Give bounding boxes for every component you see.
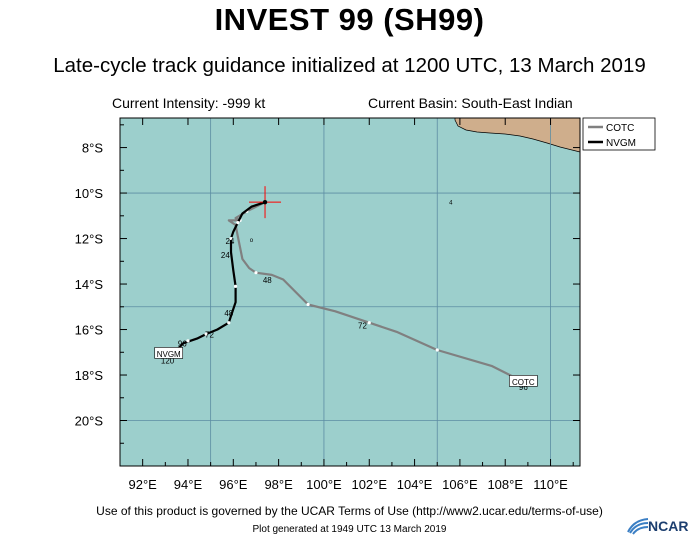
track-end-label: NVGM	[157, 350, 181, 359]
track-nvgm	[171, 201, 267, 356]
track-point	[229, 236, 233, 241]
y-tick-label: 16°S	[75, 323, 104, 338]
ocean-background	[120, 118, 580, 466]
forecast-hour-label: 96	[178, 340, 187, 349]
ncar-logo-icon	[627, 518, 649, 535]
grid-lines	[120, 118, 580, 466]
forecast-hour-label: 48	[263, 276, 272, 285]
x-tick-label: 106°E	[442, 477, 478, 492]
y-tick-label: 20°S	[75, 414, 104, 429]
x-tick-label: 104°E	[397, 477, 433, 492]
forecast-hour-label: 72	[205, 330, 214, 339]
x-tick-label: 92°E	[128, 477, 157, 492]
initial-position-marker	[249, 186, 282, 219]
forecast-hour-label: 120	[161, 357, 175, 366]
forecast-hour-label: 72	[358, 321, 367, 330]
current-intensity: Current Intensity: -999 kt	[112, 95, 266, 111]
forecast-hour-label: 96	[519, 383, 528, 392]
current-basin: Current Basin: South-East Indian	[368, 95, 573, 111]
x-tick-label: 108°E	[487, 477, 523, 492]
page-subtitle: Late-cycle track guidance initialized at…	[53, 54, 646, 77]
forecast-hour-label: 24	[221, 251, 230, 260]
track-point	[227, 321, 231, 325]
marker-center-dot	[262, 199, 268, 205]
map-frame	[119, 117, 581, 467]
java-coast-land	[454, 118, 580, 153]
generated-timestamp: Plot generated at 1949 UTC 13 March 2019	[252, 524, 447, 535]
track-line-nvgm	[171, 201, 267, 356]
y-tick-label: 10°S	[75, 186, 104, 201]
island-label: o	[250, 238, 254, 244]
track-point	[306, 302, 310, 307]
y-tick-label: 14°S	[75, 277, 104, 292]
x-tick-label: 96°E	[219, 477, 248, 492]
track-end-label: COTC	[512, 378, 535, 387]
x-tick-label: 94°E	[174, 477, 203, 492]
track-point	[204, 332, 208, 336]
track-point	[233, 284, 238, 288]
ncar-logo-text: NCAR	[648, 518, 689, 534]
y-tick-label: 12°S	[75, 232, 104, 247]
x-tick-label: 98°E	[264, 477, 293, 492]
forecast-hour-label: 24	[225, 237, 234, 246]
track-point	[367, 321, 371, 325]
map-axes: 92°E 94°E 96°E 98°E 100°E 102°E 104°E 106°E 108°…	[75, 118, 580, 492]
island-label: 4	[449, 200, 453, 206]
track-point	[186, 339, 190, 343]
y-tick-label: 8°S	[82, 141, 103, 156]
x-tick-label: 100°E	[306, 477, 342, 492]
y-tick-label: 18°S	[75, 368, 104, 383]
x-tick-label: 110°E	[533, 477, 568, 492]
page-title: INVEST 99 (SH99)	[214, 2, 485, 37]
island-markers: o4	[250, 200, 453, 244]
track-end-label-box	[154, 347, 184, 359]
terms-of-use: Use of this product is governed by the U…	[96, 504, 603, 518]
forecast-hour-label: 48	[224, 309, 233, 318]
x-tick-label: 102°E	[351, 477, 387, 492]
track-point	[236, 221, 240, 225]
track-end-label-box	[509, 375, 538, 387]
track-point	[254, 271, 258, 275]
track-point	[435, 348, 439, 352]
